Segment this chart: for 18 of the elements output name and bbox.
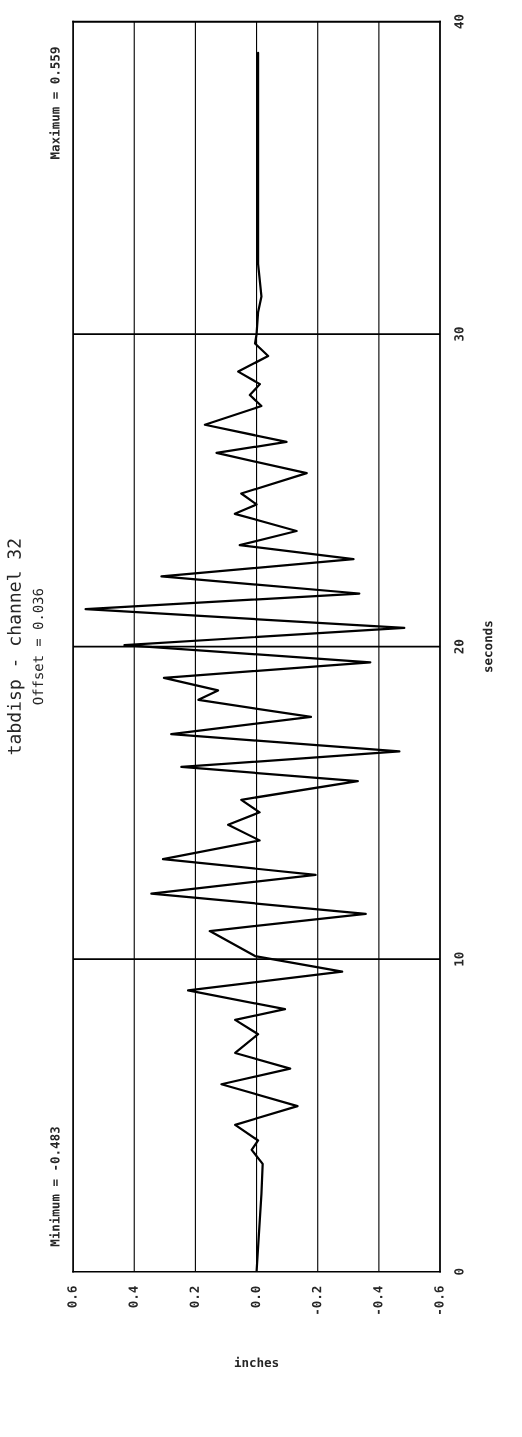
text: Minimum = -0.483 xyxy=(49,1127,60,1247)
x-tick-label: -0.4 xyxy=(373,1286,383,1314)
y-axis-title: seconds xyxy=(482,621,493,672)
text: Maximum = 0.559 xyxy=(49,47,60,159)
x-tick-label: 0.2 xyxy=(189,1286,200,1308)
y-tick-label: 0 xyxy=(454,1268,464,1275)
x-tick-label: 0.0 xyxy=(250,1286,261,1308)
x-tick-label: 0.4 xyxy=(128,1286,138,1308)
text: tabdisp - channel 32 xyxy=(6,539,25,755)
y-tick-label: 30 xyxy=(454,327,464,341)
y-tick-label: 20 xyxy=(454,639,464,654)
text: Offset = 0.036 xyxy=(32,589,44,705)
x-tick-label: 0.6 xyxy=(67,1286,77,1308)
y-tick-label: 40 xyxy=(454,14,464,29)
y-tick-label: 10 xyxy=(454,952,464,966)
x-axis-title: inches xyxy=(234,1356,279,1368)
x-tick-label: -0.6 xyxy=(434,1286,444,1314)
x-tick-label: -0.2 xyxy=(311,1286,322,1314)
